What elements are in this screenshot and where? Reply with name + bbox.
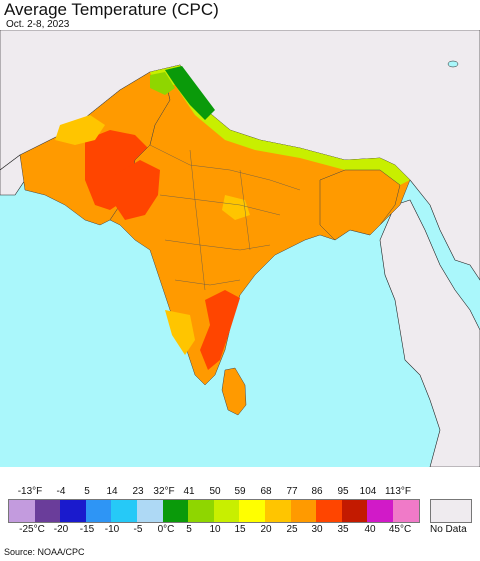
legend-swatch [316, 500, 342, 522]
f-tick: 23 [132, 486, 144, 497]
f-tick: 59 [234, 486, 246, 497]
c-tick: 0°C [157, 524, 175, 535]
legend-swatch [9, 500, 35, 522]
legend-swatch [367, 500, 393, 522]
legend-swatch [188, 500, 214, 522]
c-tick: -10 [104, 524, 120, 535]
f-tick: 113°F [384, 486, 412, 497]
c-tick: 30 [311, 524, 323, 535]
c-tick: 5 [186, 524, 192, 535]
c-tick: 10 [209, 524, 221, 535]
source-credit: Source: NOAA/CPC [4, 547, 85, 557]
warm-zone-deccan [165, 310, 195, 355]
c-tick: 20 [260, 524, 272, 535]
cold-zone-kashmir [165, 66, 215, 120]
c-tick: 45°C [388, 524, 412, 535]
yellow-zone-balochistan [55, 115, 105, 145]
legend-celsius-ticks: -25°C -20 -15 -10 -5 0°C 5 10 15 20 25 3… [0, 524, 420, 536]
legend-swatch [162, 500, 189, 522]
legend-swatch [111, 500, 137, 522]
legend-fahrenheit-ticks: -13°F -4 5 14 23 32°F 41 50 59 68 77 86 … [0, 486, 420, 498]
region-sri-lanka [221, 367, 247, 416]
f-tick: 5 [84, 486, 90, 497]
no-data-label: No Data [430, 524, 467, 535]
legend-swatch [85, 500, 112, 522]
legend-swatch [239, 500, 265, 522]
f-tick: 95 [337, 486, 349, 497]
warm-zone-central [222, 195, 250, 220]
legend-swatch [341, 500, 368, 522]
legend-swatch [213, 500, 240, 522]
f-tick: -4 [56, 486, 66, 497]
c-tick: -15 [79, 524, 95, 535]
f-tick: 77 [286, 486, 298, 497]
c-tick: 35 [337, 524, 349, 535]
c-tick: -20 [53, 524, 69, 535]
legend-swatch [290, 500, 317, 522]
f-tick: 41 [183, 486, 195, 497]
legend-color-bar [8, 499, 420, 523]
hot-zone-andhra [200, 290, 240, 370]
c-tick: -25°C [19, 524, 45, 535]
c-tick: 40 [364, 524, 376, 535]
lake-icon [447, 60, 459, 68]
f-tick: 50 [209, 486, 221, 497]
c-tick: -5 [133, 524, 143, 535]
state-boundaries [149, 144, 301, 291]
map-title: Average Temperature (CPC) [4, 0, 219, 19]
legend-swatch [264, 500, 291, 522]
f-tick: 104 [359, 486, 377, 497]
legend-swatch [392, 500, 419, 522]
legend-swatch [34, 500, 61, 522]
mild-zone-himalaya [150, 72, 175, 95]
no-data-swatch [430, 499, 472, 523]
f-tick: 68 [260, 486, 272, 497]
hot-zone-rajasthan [115, 160, 160, 220]
f-tick: 32°F [153, 486, 175, 497]
outside-land-east [379, 199, 480, 467]
region-northeast [319, 169, 401, 241]
legend-swatch [136, 500, 163, 522]
legend-swatch [60, 500, 86, 522]
c-tick: 15 [234, 524, 246, 535]
f-tick: 14 [106, 486, 118, 497]
f-tick: -13°F [17, 486, 43, 497]
temperature-map [0, 30, 480, 467]
f-tick: 86 [311, 486, 323, 497]
c-tick: 25 [286, 524, 298, 535]
hot-zone-sindh [85, 130, 150, 210]
map-date-range: Oct. 2-8, 2023 [6, 19, 70, 30]
outside-land-west [0, 154, 26, 196]
